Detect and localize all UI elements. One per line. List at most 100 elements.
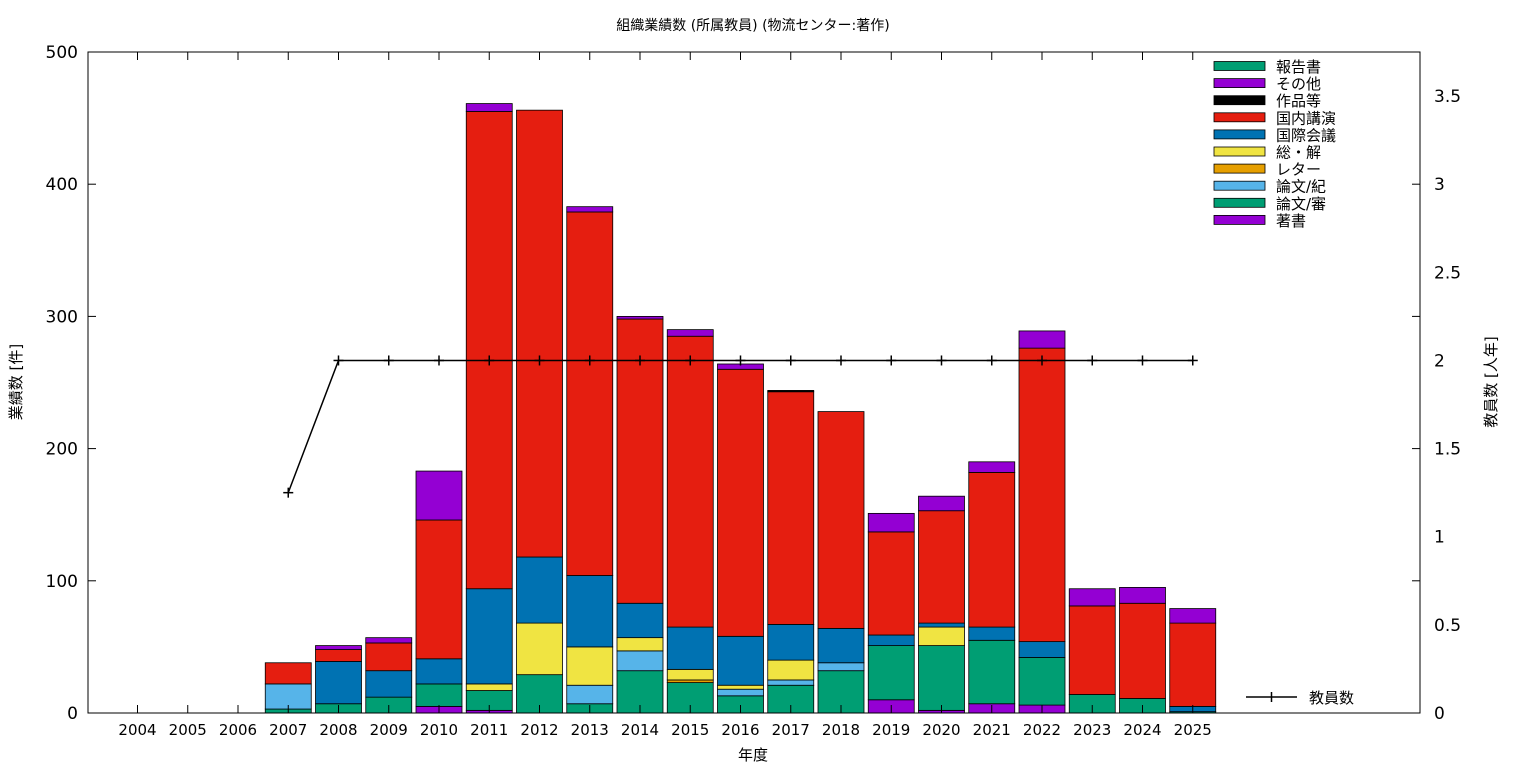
legend-swatch [1213, 214, 1266, 225]
bar-segment-2025-8 [1169, 608, 1217, 624]
bar-segment-2009-6 [365, 642, 413, 672]
bar-segment-2018-5 [817, 627, 865, 664]
bar-segment-2014-2 [616, 650, 664, 672]
y2-tick-label: 3.5 [1434, 87, 1461, 107]
bar-segment-2016-6 [717, 368, 764, 637]
x-tick-label: 2005 [169, 721, 207, 739]
x-tick-label: 2009 [370, 721, 408, 739]
y-tick-label: 400 [46, 175, 78, 195]
bar-segment-2013-4 [566, 646, 614, 686]
bar-segment-2013-5 [566, 575, 614, 648]
bar-segment-2020-5 [918, 622, 965, 628]
x-tick-label: 2014 [621, 721, 659, 739]
line-layer [283, 355, 1198, 498]
bar-segment-2010-6 [415, 519, 463, 660]
bar-segment-2016-2 [717, 688, 764, 697]
x-tick-label: 2008 [319, 721, 357, 739]
bar-segment-2016-5 [717, 635, 764, 686]
legend-label: 著書 [1276, 212, 1306, 230]
bar-segment-2014-8 [616, 315, 664, 320]
legend-swatch [1213, 61, 1266, 71]
bar-segment-2011-8 [465, 103, 513, 112]
x-tick-label: 2020 [922, 721, 960, 739]
bar-segment-2008-8 [315, 645, 362, 650]
bar-segment-2013-2 [566, 684, 614, 705]
bar-segment-2020-4 [918, 626, 965, 646]
bar-segment-2019-8 [867, 512, 915, 533]
bar-segment-2015-8 [666, 329, 714, 337]
bar-segment-2020-1 [918, 645, 965, 711]
y2-tick-label: 2.5 [1434, 263, 1461, 283]
bar-segment-2014-4 [616, 637, 664, 652]
bar-segment-2012-6 [516, 109, 563, 558]
legend-swatch [1213, 197, 1266, 208]
bar-segment-2023-8 [1068, 588, 1116, 607]
bar-segment-2012-5 [516, 556, 563, 624]
x-tick-label: 2011 [470, 721, 508, 739]
legend-label: 論文/紀 [1276, 178, 1326, 196]
x-tick-label: 2004 [118, 721, 156, 739]
bar-segment-2017-7 [767, 390, 815, 393]
y-tick-label: 300 [46, 307, 78, 327]
bar-segment-2019-1 [867, 645, 915, 701]
legend-label: 報告書 [1276, 58, 1321, 76]
bar-segment-2017-4 [767, 659, 815, 681]
bar-segment-2017-6 [767, 391, 815, 625]
bar-segment-2022-1 [1018, 657, 1066, 706]
legend-swatch [1213, 78, 1266, 88]
bar-segment-2018-6 [817, 411, 865, 629]
x-tick-label: 2024 [1123, 721, 1161, 739]
bar-segment-2007-6 [264, 662, 312, 685]
y2-tick-label: 1 [1434, 528, 1445, 548]
x-tick-label: 2013 [571, 721, 609, 739]
x-tick-label: 2022 [1023, 721, 1061, 739]
bar-segment-2019-5 [867, 634, 915, 646]
bar-segment-2025-6 [1169, 622, 1217, 707]
bar-segment-2016-4 [717, 684, 764, 690]
bar-segment-2011-6 [465, 111, 513, 590]
bar-segment-2024-8 [1119, 587, 1166, 604]
x-axis: 2004 2005 2006 2007 2008 2009 2010 2011 2012 2013… [118, 52, 1212, 739]
bar-segment-2015-5 [666, 626, 714, 670]
bar-segment-2017-2 [767, 679, 815, 686]
bar-segment-2024-6 [1119, 602, 1166, 699]
legend-swatch [1213, 180, 1266, 191]
legend-label: 論文/審 [1276, 195, 1326, 213]
bar-segment-2023-6 [1068, 605, 1116, 695]
x-tick-label: 2010 [420, 721, 458, 739]
x-tick-label: 2019 [872, 721, 910, 739]
x-tick-label: 2025 [1174, 721, 1212, 739]
y2-axis-label: 教員数 [人年] [1482, 336, 1500, 427]
y-axis-label: 業績数 [件] [7, 344, 25, 420]
bar-segment-2017-5 [767, 624, 815, 661]
y2-tick-label: 2 [1434, 351, 1445, 371]
bar-segment-2021-6 [968, 471, 1016, 628]
bar-segment-2013-8 [566, 206, 614, 213]
x-tick-label: 2021 [973, 721, 1011, 739]
bar-segment-2014-6 [616, 318, 664, 604]
bar-segment-2013-6 [566, 211, 614, 576]
y-tick-label: 500 [46, 43, 78, 63]
bar-segment-2022-5 [1018, 641, 1066, 658]
bar-segment-2012-4 [516, 622, 563, 676]
y-tick-label: 200 [46, 440, 78, 460]
x-tick-label: 2023 [1073, 721, 1111, 739]
legend-label: 作品等 [1276, 92, 1321, 110]
legend-label: 国際会議 [1276, 126, 1336, 144]
line-legend: 教員数 [1246, 689, 1354, 707]
line-legend-label: 教員数 [1309, 689, 1354, 707]
y2-axis: 0 0.5 1 1.5 2 2.5 3 3.5 [1434, 87, 1461, 724]
y-tick-label: 0 [67, 704, 78, 724]
legend-label: 国内講演 [1276, 109, 1336, 127]
bar-segment-2011-5 [465, 588, 513, 685]
bar-segment-2021-1 [968, 639, 1016, 705]
bar-segment-2009-5 [365, 670, 413, 698]
bar-segment-2011-4 [465, 683, 513, 691]
x-tick-label: 2018 [822, 721, 860, 739]
bar-segment-2022-8 [1018, 330, 1066, 349]
legend-swatch [1213, 95, 1266, 106]
bar-segment-2022-6 [1018, 347, 1066, 643]
legend-label: 総・解 [1276, 144, 1321, 162]
